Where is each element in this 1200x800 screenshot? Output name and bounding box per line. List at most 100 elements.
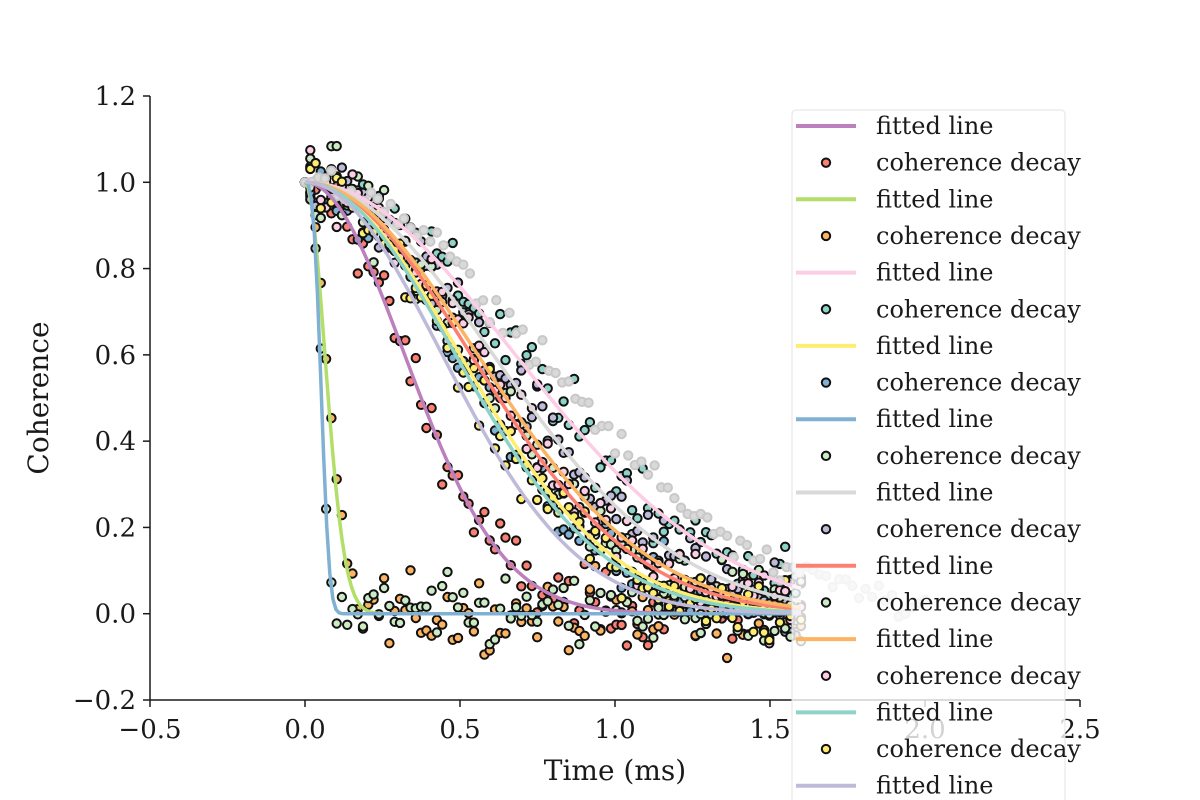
data-point: [616, 428, 627, 440]
data-point: [468, 626, 480, 637]
fitted-line: [304, 180, 801, 616]
data-point: [378, 270, 390, 281]
data-point: [500, 354, 511, 366]
x-tick-label: 1.0: [594, 715, 635, 745]
data-point: [653, 621, 664, 632]
data-point: [357, 621, 369, 632]
data-point: [336, 176, 348, 187]
data-point: [342, 619, 353, 630]
data-point: [679, 614, 691, 625]
legend-entry: fitted line: [796, 772, 994, 800]
data-point: [609, 448, 621, 459]
legend-label: fitted line: [876, 259, 994, 287]
data-point: [553, 616, 564, 627]
data-point: [477, 295, 489, 306]
data-point: [558, 582, 569, 594]
data-point: [595, 497, 606, 509]
legend-entry: coherence decay: [820, 662, 1081, 690]
data-point: [761, 544, 772, 555]
data-point: [444, 251, 456, 262]
data-point: [378, 573, 390, 584]
data-point: [616, 619, 627, 631]
data-point: [410, 352, 421, 364]
data-point: [768, 567, 779, 578]
data-point: [352, 268, 363, 279]
data-point: [558, 396, 569, 407]
data-point: [400, 335, 411, 346]
legend-label: coherence decay: [876, 662, 1081, 690]
data-point: [702, 512, 713, 523]
legend-label: fitted line: [876, 185, 994, 213]
data-point: [583, 397, 594, 408]
data-point: [521, 350, 532, 361]
data-point: [479, 347, 490, 358]
data-point: [438, 240, 449, 251]
data-point: [780, 541, 791, 552]
data-point: [563, 376, 574, 387]
legend-entry: coherence decay: [820, 295, 1081, 323]
legend-entry: coherence decay: [820, 588, 1081, 616]
data-point: [378, 184, 390, 196]
data-point: [331, 221, 342, 233]
data-point: [452, 602, 464, 613]
data-point: [347, 169, 358, 180]
data-point: [611, 513, 622, 525]
data-point: [516, 365, 527, 376]
data-point: [500, 573, 511, 584]
y-tick-label: 1.2: [95, 82, 136, 112]
data-point: [636, 456, 647, 467]
data-point: [336, 591, 348, 603]
data-point: [431, 227, 443, 238]
data-point: [579, 424, 590, 436]
data-point: [405, 565, 416, 576]
legend-label: fitted line: [876, 698, 994, 726]
data-point: [547, 412, 559, 423]
data-point: [584, 584, 596, 595]
data-point: [616, 592, 627, 604]
legend-label: fitted line: [876, 479, 994, 507]
data-point: [748, 626, 759, 637]
data-point: [568, 575, 580, 586]
legend-entry: fitted line: [796, 112, 994, 140]
data-point: [510, 535, 522, 546]
data-point: [421, 422, 432, 434]
legend-entry: fitted line: [796, 332, 994, 360]
data-point: [642, 469, 654, 480]
data-point: [504, 307, 515, 318]
data-point: [479, 506, 490, 518]
data-point: [421, 601, 432, 612]
legend-entry: fitted line: [796, 552, 994, 580]
x-axis-label: Time (ms): [544, 754, 686, 787]
data-point: [537, 401, 548, 412]
fitted-line: [304, 180, 802, 614]
data-point: [500, 532, 511, 543]
data-point: [331, 140, 342, 152]
data-point: [521, 591, 532, 602]
data-point: [437, 479, 448, 490]
data-point: [505, 613, 516, 624]
data-point: [479, 326, 490, 338]
data-point: [510, 602, 522, 613]
data-point: [368, 589, 379, 600]
legend-marker-swatch: [820, 230, 832, 242]
data-point: [574, 639, 585, 650]
data-point: [642, 613, 654, 624]
data-point: [468, 527, 480, 538]
data-point: [418, 225, 429, 236]
data-point: [603, 420, 614, 432]
x-tick-label: 2.5: [1059, 715, 1100, 745]
legend-entry: fitted line: [796, 698, 994, 726]
data-point: [648, 632, 659, 643]
legend-label: fitted line: [876, 112, 994, 140]
data-point: [452, 632, 464, 644]
data-point: [425, 236, 436, 247]
data-point: [753, 618, 764, 629]
data-point: [621, 640, 633, 651]
legend-entry: fitted line: [796, 479, 994, 507]
data-point: [384, 600, 395, 612]
data-point: [431, 627, 443, 638]
data-point: [584, 595, 596, 606]
data-point: [521, 443, 532, 455]
data-point: [473, 317, 485, 328]
